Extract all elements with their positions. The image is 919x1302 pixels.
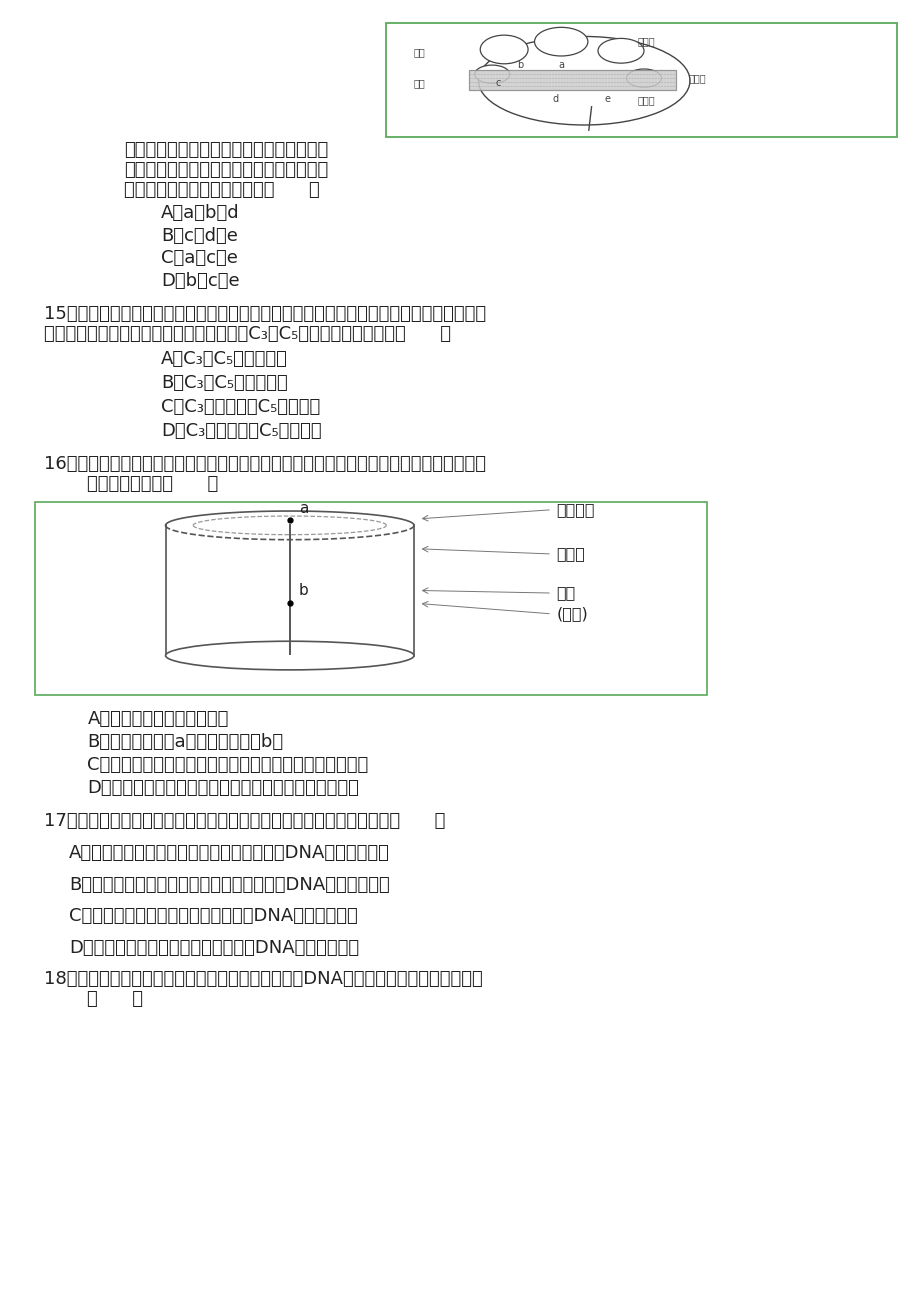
Text: B．c、d和e: B．c、d和e (161, 227, 238, 245)
Text: 绿色: 绿色 (414, 78, 425, 89)
Text: 锡箔纸: 锡箔纸 (687, 73, 705, 83)
Text: 定性滤纸: 定性滤纸 (556, 503, 595, 517)
Text: (棉线): (棉线) (556, 607, 588, 621)
Text: 黄白色: 黄白色 (637, 95, 654, 105)
Text: c: c (495, 78, 501, 89)
Text: A．两者前期染色体数目相同，染色体行为和DNA分子数目不同: A．两者前期染色体数目相同，染色体行为和DNA分子数目不同 (69, 844, 390, 862)
Ellipse shape (626, 69, 661, 87)
Text: b: b (517, 60, 523, 70)
Text: （      ）: （ ） (87, 990, 143, 1008)
Text: 18．在细胞周期的各阶段，一个细胞中的染色体数和DNA分子数之比不可能是下列中的: 18．在细胞周期的各阶段，一个细胞中的染色体数和DNA分子数之比不可能是下列中的 (44, 970, 482, 988)
Text: D．实验得到的若干个同心圆中，最小的一个圆呈橙黄色: D．实验得到的若干个同心圆中，最小的一个圆呈橙黄色 (87, 779, 359, 797)
Text: C．实验结果应是得到四个不同颜色的同心圆（近似圆形）: C．实验结果应是得到四个不同颜色的同心圆（近似圆形） (87, 755, 369, 773)
FancyBboxPatch shape (386, 23, 896, 137)
Text: D．C₃迅速减少，C₅迅速增加: D．C₃迅速减少，C₅迅速增加 (161, 422, 322, 440)
Text: 片有的部位出现蓝色，有的没有出现蓝色。: 片有的部位出现蓝色，有的没有出现蓝色。 (124, 161, 328, 178)
Ellipse shape (474, 65, 509, 83)
Text: 述中，错误的是（      ）: 述中，错误的是（ ） (87, 475, 219, 493)
Text: 立即开始连续取样分析，在短时间内叶体综C₃和C₅化合物含量的变化是（      ）: 立即开始连续取样分析，在短时间内叶体综C₃和C₅化合物含量的变化是（ ） (44, 326, 450, 344)
Text: B．应将滤液滴在a处，而不能滴在b处: B．应将滤液滴在a处，而不能滴在b处 (87, 733, 283, 751)
FancyBboxPatch shape (35, 501, 706, 694)
Ellipse shape (478, 36, 689, 125)
Text: D．b、c和e: D．b、c和e (161, 272, 239, 290)
Text: 绿色: 绿色 (414, 47, 425, 57)
Text: D．两者末期染色体行为和数目相同，DNA分子数目不同: D．两者末期染色体行为和数目相同，DNA分子数目不同 (69, 939, 358, 957)
Text: 培养皿: 培养皿 (556, 547, 584, 561)
Text: C．两者后期染色体行为和数目不同，DNA分子数目相同: C．两者后期染色体行为和数目不同，DNA分子数目相同 (69, 907, 357, 926)
Text: C．a、c和e: C．a、c和e (161, 249, 238, 267)
Bar (469, 70, 675, 90)
Text: C．C₃迅速增加，C₅迅速减少: C．C₃迅速增加，C₅迅速减少 (161, 397, 320, 415)
Text: d: d (552, 94, 558, 104)
Text: 17．关于同一个体中细胞有丝分裂和减数第一次分裂的叙述，正确的是（      ）: 17．关于同一个体中细胞有丝分裂和减数第一次分裂的叙述，正确的是（ ） (44, 811, 445, 829)
Text: 15．在其他条件适宜的情况下，在供试植物正常进行光合作用时突然停止光照，并在黑暗中: 15．在其他条件适宜的情况下，在供试植物正常进行光合作用时突然停止光照，并在黑暗… (44, 305, 486, 323)
Text: 16．如下图表示某同学做「绿叶中色素的提取和分离」实验的改进装置，下列与之有关的叙: 16．如下图表示某同学做「绿叶中色素的提取和分离」实验的改进装置，下列与之有关的… (44, 454, 485, 473)
Text: a: a (299, 501, 308, 516)
Text: A．应向培养皿中倒入层析液: A．应向培养皿中倒入层析液 (87, 710, 229, 728)
Text: 除锡箔纸，用碰染色法处理叶片，观察到叶: 除锡箔纸，用碰染色法处理叶片，观察到叶 (124, 141, 328, 159)
Ellipse shape (480, 35, 528, 64)
Text: A．C₃和C₅都迅速减少: A．C₃和C₅都迅速减少 (161, 349, 288, 367)
Ellipse shape (165, 641, 414, 669)
Text: B．C₃和C₅都迅速增加: B．C₃和C₅都迅速增加 (161, 374, 288, 392)
Ellipse shape (534, 27, 587, 56)
Text: e: e (604, 94, 609, 104)
Text: B．两者中期染色体数目不同，染色体行为和DNA分子数目相同: B．两者中期染色体数目不同，染色体行为和DNA分子数目相同 (69, 875, 390, 893)
Text: b: b (299, 583, 309, 598)
Text: 灯芜: 灯芜 (556, 586, 575, 600)
Text: 黄白色: 黄白色 (637, 36, 654, 47)
Text: 其中，没有出现蓝色的部位是（      ）: 其中，没有出现蓝色的部位是（ ） (124, 181, 320, 199)
Text: A．a、b和d: A．a、b和d (161, 203, 239, 221)
Ellipse shape (597, 39, 643, 62)
Text: a: a (558, 60, 563, 70)
